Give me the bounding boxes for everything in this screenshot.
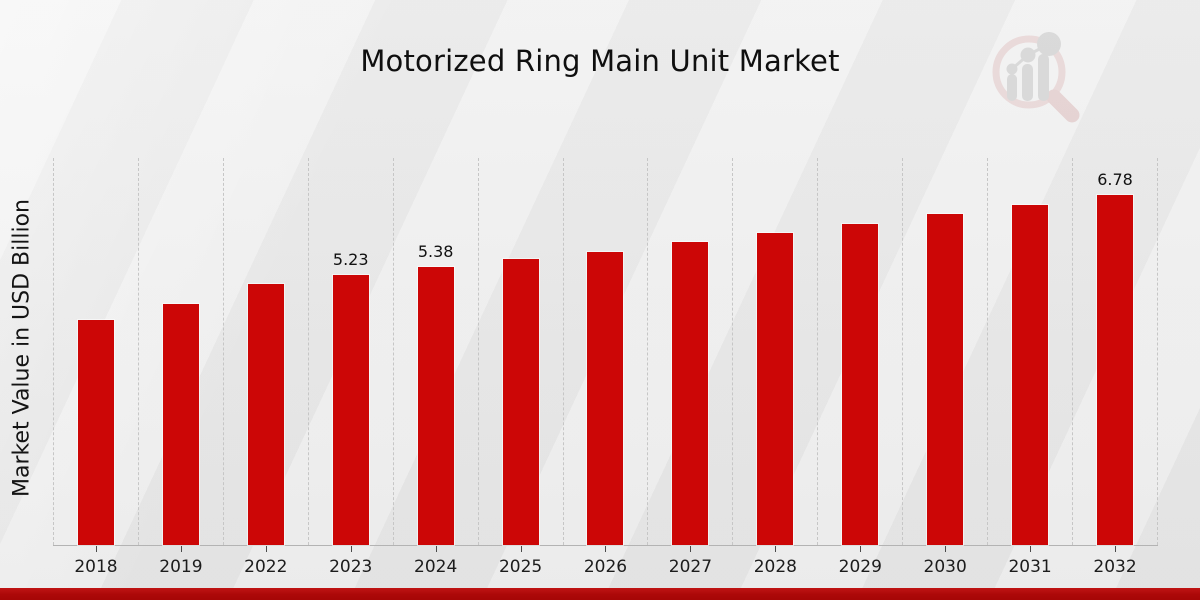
x-axis-tick xyxy=(860,546,862,552)
footer-accent-strip xyxy=(0,588,1200,600)
year-band: 2028 xyxy=(732,158,817,577)
x-axis-tick-label: 2030 xyxy=(923,557,967,577)
bar-value-label: 6.78 xyxy=(1097,169,1133,189)
bar xyxy=(927,214,964,545)
year-band: 5.23 2023 xyxy=(307,158,393,577)
bar xyxy=(757,232,794,545)
x-axis-tick xyxy=(265,546,267,552)
x-axis-tick-label: 2026 xyxy=(583,557,628,577)
x-axis-tick-label: 2024 xyxy=(414,557,458,577)
x-axis-tick xyxy=(180,546,182,552)
x-axis-tick-label: 2023 xyxy=(329,557,373,577)
y-axis-label: Market Value in USD Billion xyxy=(9,198,35,498)
x-axis-tick xyxy=(95,546,97,552)
year-band: 2027 xyxy=(647,158,732,577)
x-axis-tick-label: 2029 xyxy=(838,557,882,577)
x-axis-tick-label: 2019 xyxy=(159,557,203,577)
x-axis-tick xyxy=(1030,546,1032,552)
year-band: 2022 xyxy=(222,158,308,577)
x-axis-tick-label: 2022 xyxy=(244,557,288,577)
year-band: 2031 xyxy=(987,158,1072,577)
year-band: 6.78 2032 xyxy=(1072,158,1158,577)
bar xyxy=(77,320,114,545)
bar-chart-plot-area: 2018 2019 2022 5.23 2023 5.38 2024 2025 2026 2027… xyxy=(53,158,1158,577)
bar xyxy=(587,251,624,545)
x-axis-tick xyxy=(945,546,947,552)
x-axis-tick-label: 2018 xyxy=(74,557,118,577)
bar xyxy=(502,259,539,545)
bar xyxy=(1097,194,1134,545)
bar xyxy=(417,267,454,545)
bar xyxy=(332,274,369,545)
x-axis-tick-label: 2027 xyxy=(668,557,713,577)
bar xyxy=(1012,204,1049,545)
x-axis-tick xyxy=(605,546,607,552)
x-axis-tick xyxy=(435,546,437,552)
x-axis-tick-label: 2031 xyxy=(1008,557,1052,577)
x-axis-tick-label: 2025 xyxy=(498,557,543,577)
x-axis-tick xyxy=(690,546,692,552)
bar xyxy=(672,241,709,545)
bar xyxy=(162,303,199,545)
bar-value-label: 5.38 xyxy=(417,242,454,261)
year-band: 2029 xyxy=(817,158,902,577)
bar xyxy=(842,223,879,545)
x-axis-tick xyxy=(775,546,777,552)
bar xyxy=(247,283,284,545)
year-band: 2025 xyxy=(477,158,563,577)
x-axis-tick xyxy=(520,546,522,552)
magnifier-bar-chart-logo-icon xyxy=(992,32,1080,123)
year-band: 2019 xyxy=(137,158,223,577)
x-axis-tick xyxy=(350,546,352,552)
x-axis-tick-label: 2032 xyxy=(1093,557,1137,577)
year-band: 5.38 2024 xyxy=(392,158,478,577)
chart-title: Motorized Ring Main Unit Market xyxy=(360,44,840,78)
x-axis-tick-label: 2028 xyxy=(753,557,797,577)
year-band: 2026 xyxy=(562,158,648,577)
x-axis-tick xyxy=(1115,546,1117,552)
year-band: 2018 xyxy=(53,158,138,577)
bar-value-label: 5.23 xyxy=(332,249,369,269)
year-band: 2030 xyxy=(902,158,987,577)
